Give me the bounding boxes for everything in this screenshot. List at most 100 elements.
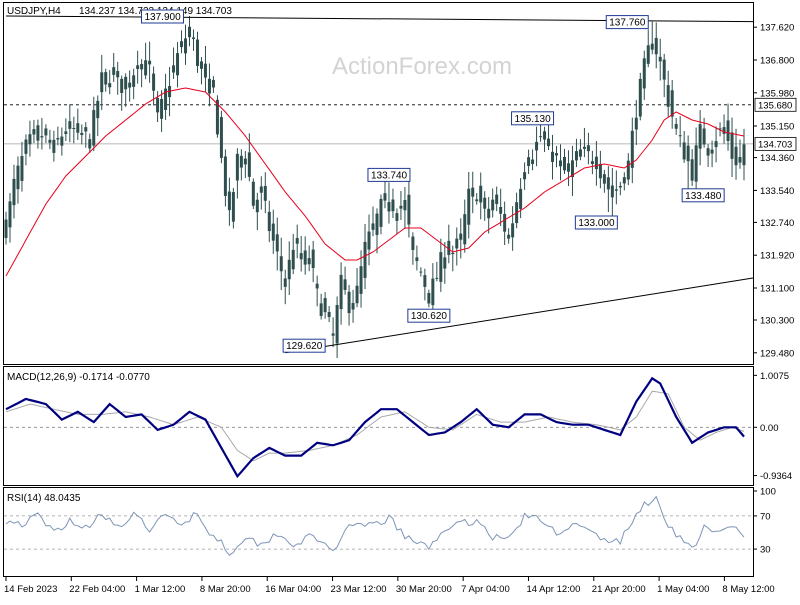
candle	[558, 144, 562, 181]
price-tick-label: 130.300	[760, 316, 794, 327]
candle-body	[375, 213, 379, 235]
candle-body	[491, 199, 495, 211]
candle	[315, 275, 319, 307]
candle	[191, 29, 195, 51]
candle-body	[527, 157, 531, 167]
candle	[423, 268, 427, 301]
candle	[391, 188, 395, 218]
candle	[367, 214, 371, 266]
candle	[140, 59, 144, 88]
candle-body	[586, 145, 590, 152]
swing-label-text: 135.130	[515, 114, 552, 125]
x-tick-label: 14 Apr 12:00	[526, 584, 580, 595]
candle	[255, 192, 259, 231]
candle	[215, 95, 219, 138]
candle-body	[594, 156, 598, 170]
candle-body	[535, 141, 539, 151]
candle	[459, 218, 463, 259]
candle	[219, 110, 223, 164]
candle	[463, 199, 467, 253]
candle	[698, 110, 702, 166]
candle	[566, 150, 570, 186]
candle	[626, 153, 630, 186]
header-symbol: USDJPY,H4	[7, 6, 61, 17]
candle	[12, 164, 16, 219]
candle-body	[287, 259, 291, 280]
candle-body	[558, 160, 562, 167]
candle-body	[239, 155, 243, 168]
candle	[710, 140, 714, 168]
candle-body	[56, 138, 60, 140]
candle-body	[622, 177, 626, 184]
candle-body	[180, 41, 184, 48]
candle-body	[176, 53, 180, 76]
candle-body	[88, 139, 92, 149]
rsi-layer	[4, 495, 753, 556]
x-tick-label: 8 Mar 20:00	[200, 584, 251, 595]
candle-body	[307, 258, 311, 265]
candle	[451, 245, 455, 272]
candle-body	[160, 98, 164, 119]
price-panel-frame	[3, 2, 754, 365]
candle-body	[634, 117, 638, 130]
candle	[403, 186, 407, 229]
candle	[706, 144, 710, 168]
candle	[291, 233, 295, 275]
candle-body	[311, 249, 315, 269]
candle-body	[507, 234, 511, 239]
candle	[92, 96, 96, 152]
candle-body	[315, 283, 319, 289]
candle	[48, 129, 52, 150]
current-price-label-box	[754, 136, 797, 151]
candle	[108, 70, 112, 95]
candle-body	[203, 63, 207, 78]
candle-body	[68, 121, 72, 129]
axis-layer: 137.620 136.800 135.980 135.150 134.360 133.5…	[4, 23, 797, 595]
candle	[207, 63, 211, 107]
candle-body	[227, 191, 231, 211]
candle	[295, 224, 299, 259]
candle-body	[399, 205, 403, 209]
candle	[527, 149, 531, 175]
candle	[471, 171, 475, 214]
macd-main-line	[5, 376, 745, 479]
candle	[654, 22, 658, 69]
candle-body	[76, 123, 80, 133]
candle	[371, 206, 375, 237]
macd-panel-frame	[3, 366, 754, 486]
candle	[447, 224, 451, 264]
candle	[68, 104, 72, 143]
candle-body	[511, 223, 515, 238]
candle-body	[279, 256, 283, 272]
candle	[307, 245, 311, 272]
candle-body	[734, 146, 738, 166]
candle	[586, 132, 590, 165]
candle	[690, 149, 694, 186]
candle	[646, 29, 650, 68]
candle-body	[706, 148, 710, 156]
candle	[674, 118, 678, 135]
swing-label: 133.480	[681, 188, 725, 203]
candle	[64, 118, 68, 141]
candle	[271, 209, 275, 254]
candle-body	[539, 136, 543, 138]
candle-body	[172, 65, 176, 73]
candle-body	[52, 139, 56, 153]
candle-body	[610, 185, 614, 198]
candle-body	[618, 185, 622, 188]
candle-body	[682, 142, 686, 160]
candle	[8, 192, 12, 243]
candle-body	[626, 160, 630, 180]
swing-label-text: 137.760	[609, 18, 646, 29]
candle-body	[120, 78, 124, 93]
candle	[36, 119, 40, 149]
candle-body	[347, 291, 351, 314]
candle	[132, 68, 136, 100]
candle-body	[574, 151, 578, 161]
candle	[551, 134, 555, 180]
current-price-label: 134.703	[754, 136, 797, 151]
candle-body	[395, 213, 399, 221]
candle	[535, 126, 539, 167]
x-tick-label: 14 Feb 2023	[4, 584, 57, 595]
candle	[323, 292, 327, 319]
